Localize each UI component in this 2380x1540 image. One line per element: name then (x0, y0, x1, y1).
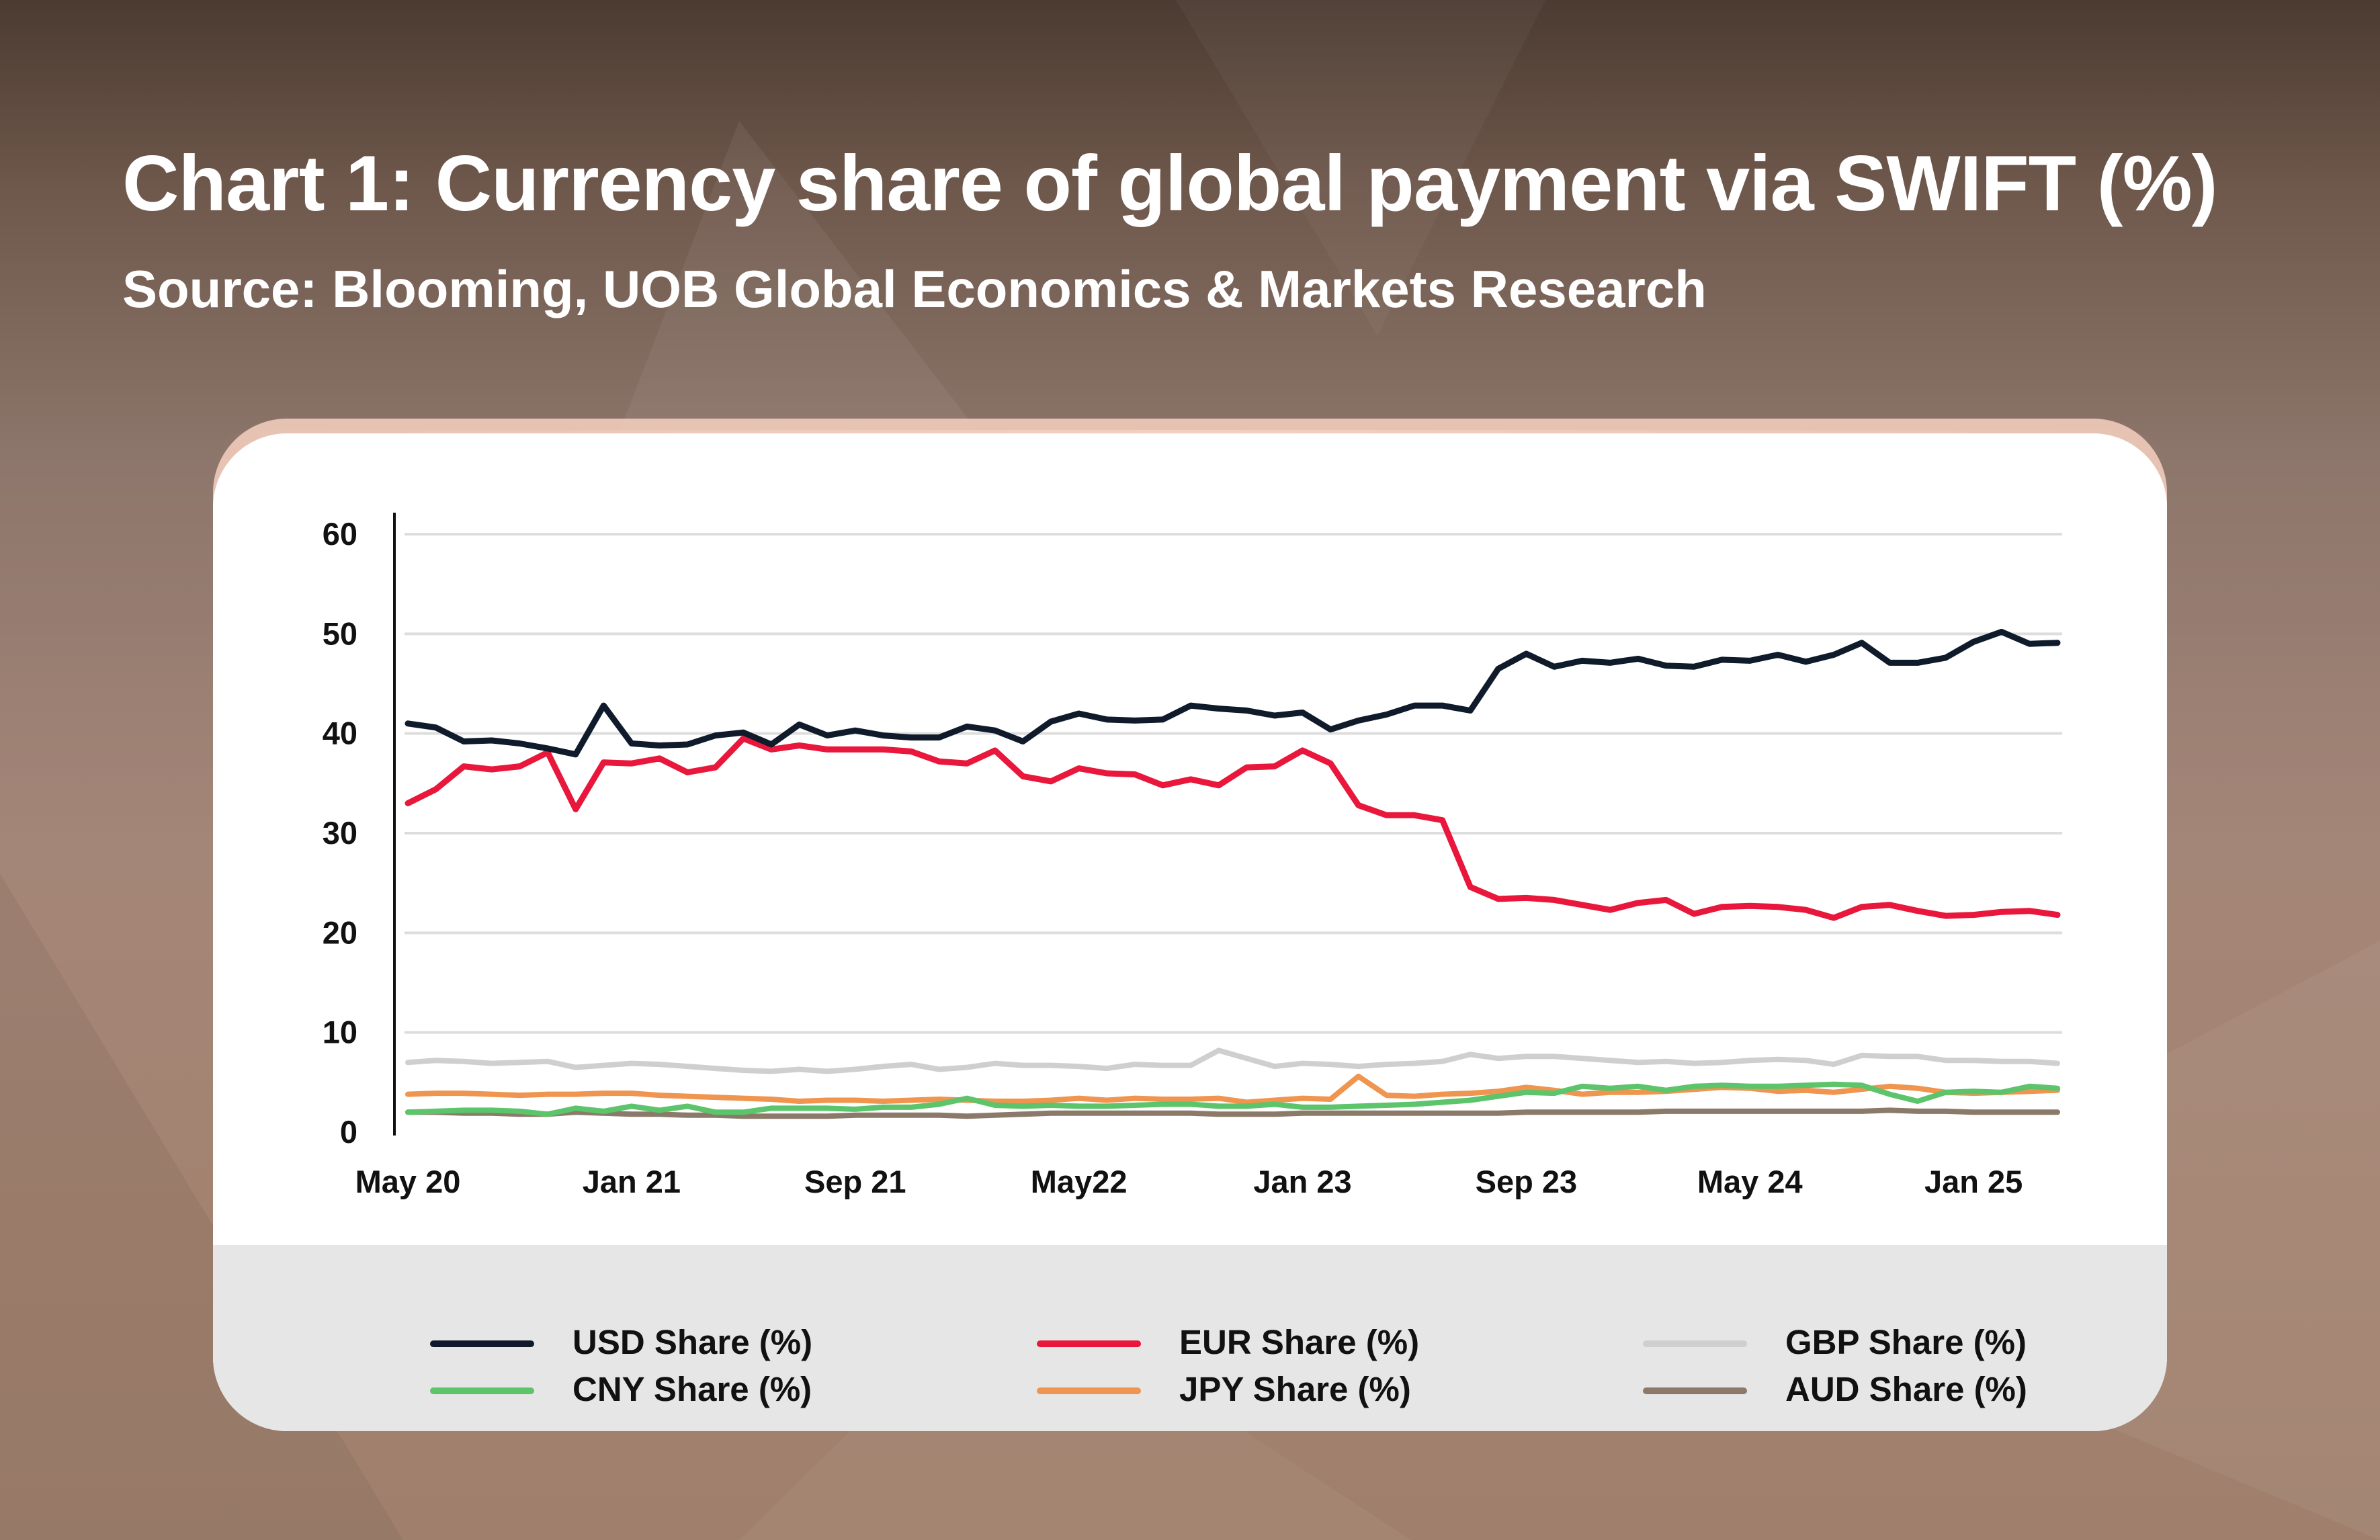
series-line-usd (405, 628, 2061, 758)
y-tick-label-60: 60 (323, 516, 357, 552)
legend-swatch-eur (1037, 1340, 1141, 1347)
legend-swatch-gbp (1643, 1340, 1747, 1347)
legend-label-aud: AUD Share (%) (1785, 1370, 2027, 1408)
legend-swatch-jpy (1037, 1387, 1141, 1394)
chart-card: 0 10 20 30 40 50 60 May 20 Jan 21 Sep 21 May22 Jan … (213, 433, 2167, 1431)
legend-label-gbp: GBP Share (%) (1785, 1323, 2027, 1361)
page-title: Chart 1: Currency share of global paymen… (122, 139, 2218, 227)
series-line-cny (405, 1081, 2060, 1117)
x-tick-label-6: May 24 (1697, 1164, 1803, 1199)
y-tick-label-30: 30 (323, 815, 357, 851)
legend-label-cny: CNY Share (%) (572, 1370, 812, 1408)
x-tick-label-1: Jan 21 (583, 1164, 681, 1199)
x-tick-label-2: Sep 21 (804, 1164, 906, 1199)
series-line-gbp (405, 1047, 2060, 1074)
y-tick-label-10: 10 (323, 1015, 357, 1050)
y-tick-label-0: 0 (340, 1114, 357, 1150)
line-chart: 0 10 20 30 40 50 60 May 20 Jan 21 Sep 21 May22 Jan … (323, 513, 2062, 1199)
series-line-aud (405, 1107, 2060, 1119)
x-tick-label-4: Jan 23 (1253, 1164, 1351, 1199)
y-tick-label-20: 20 (323, 914, 357, 950)
y-tick-label-50: 50 (323, 615, 357, 651)
legend-swatch-usd (430, 1340, 534, 1347)
legend-label-usd: USD Share (%) (572, 1323, 813, 1361)
page-subtitle: Source: Blooming, UOB Global Economics &… (122, 259, 1707, 318)
x-tick-label-5: Sep 23 (1476, 1164, 1578, 1199)
series-line-jpy (405, 1073, 2060, 1105)
x-tick-label-7: Jan 25 (1924, 1164, 2023, 1199)
y-tick-label-40: 40 (323, 716, 357, 751)
legend-swatch-aud (1643, 1387, 1747, 1394)
x-tick-label-3: May22 (1031, 1164, 1128, 1199)
legend-swatch-cny (430, 1387, 534, 1394)
legend: USD Share (%) CNY Share (%) EUR Share (%… (213, 1245, 2167, 1431)
legend-label-jpy: JPY Share (%) (1179, 1370, 1411, 1408)
legend-label-eur: EUR Share (%) (1179, 1323, 1420, 1361)
x-tick-label-0: May 20 (355, 1164, 461, 1199)
series-line-eur (405, 735, 2061, 921)
